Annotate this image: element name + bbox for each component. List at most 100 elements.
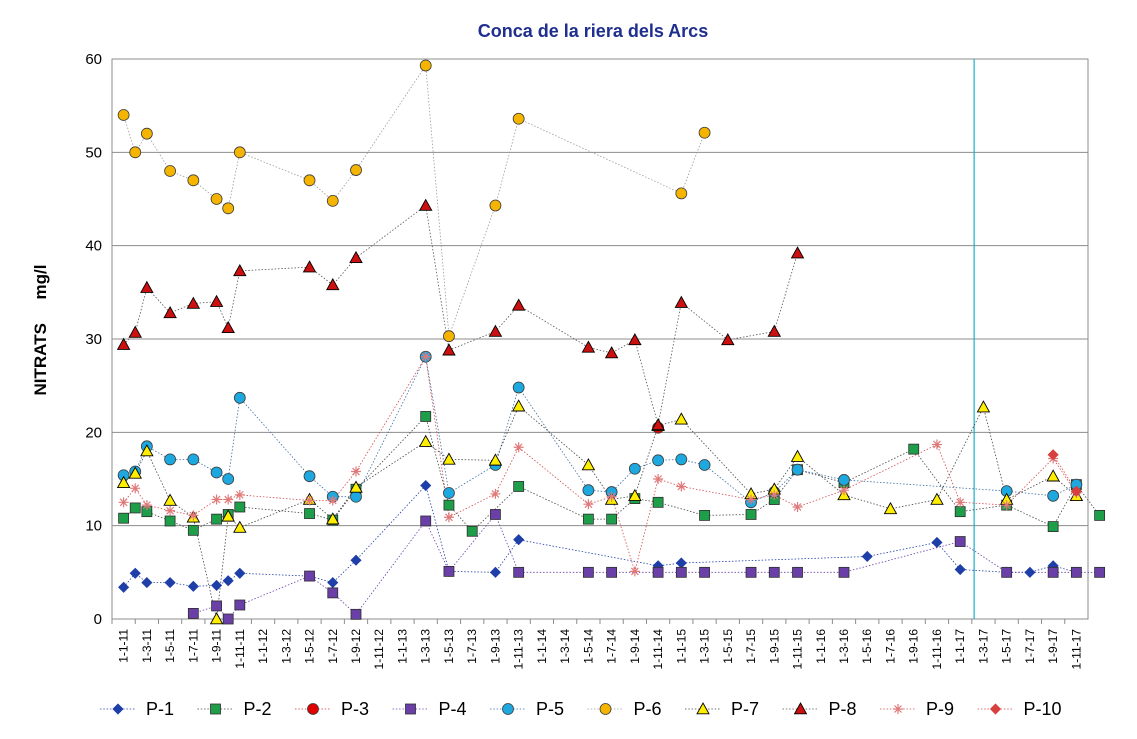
data-point (303, 470, 316, 483)
data-point (675, 453, 688, 466)
x-tick-label: 1-7-12 (326, 629, 340, 664)
data-point (768, 566, 780, 578)
data-point (303, 174, 316, 187)
data-point (211, 494, 222, 505)
x-tick-label: 1-1-11 (117, 629, 131, 663)
data-point (163, 305, 177, 319)
data-point (211, 579, 223, 591)
data-point (676, 481, 687, 492)
legend-item-p-6: P-6 (587, 699, 662, 719)
data-point (234, 599, 246, 611)
data-point (140, 127, 153, 140)
x-tick-label: 1-3-15 (698, 629, 712, 664)
x-tick-label: 1-9-13 (488, 629, 502, 664)
legend-label: P-7 (731, 699, 759, 719)
data-point (675, 557, 687, 569)
data-point (582, 513, 594, 525)
data-point (209, 294, 224, 307)
legend-label: P-3 (341, 699, 369, 719)
x-tick-label: 1-9-12 (349, 629, 363, 664)
legend-item-p-8: P-8 (782, 699, 857, 719)
data-point (350, 164, 362, 176)
data-point (443, 487, 455, 499)
data-point (1046, 469, 1060, 482)
data-point (838, 566, 850, 578)
data-point (675, 187, 688, 200)
data-point (234, 501, 246, 513)
legend-marker (793, 702, 808, 715)
data-point (955, 497, 966, 508)
data-point (651, 417, 665, 431)
data-point (210, 466, 223, 479)
x-tick-label: 1-5-13 (442, 629, 456, 664)
series-line (123, 355, 1077, 503)
data-point (420, 479, 432, 492)
legend-marker (893, 704, 903, 714)
data-point (117, 109, 130, 121)
data-point (350, 554, 362, 566)
series-line (123, 405, 1077, 620)
data-point (351, 466, 361, 477)
data-point (223, 494, 234, 505)
data-point (164, 453, 176, 466)
legend-label: P-1 (146, 699, 174, 719)
data-point (187, 608, 199, 619)
x-tick-label: 1-7-14 (605, 629, 619, 664)
series-markers-p-7 (116, 399, 1084, 625)
data-point (116, 337, 131, 350)
data-point (582, 566, 594, 578)
data-point (745, 509, 757, 520)
data-point (163, 493, 177, 506)
legend-marker (696, 702, 710, 715)
data-point (129, 146, 142, 159)
data-point (222, 473, 235, 485)
y-tick-label: 30 (85, 331, 102, 348)
data-point (187, 174, 200, 187)
x-tick-label: 1-5-12 (303, 629, 317, 664)
legend-item-p-1: P-1 (100, 699, 174, 719)
data-point (769, 489, 780, 500)
data-point (792, 566, 803, 578)
data-point (349, 480, 363, 493)
x-tick-label: 1-3-13 (419, 629, 433, 664)
series-line (123, 64, 705, 337)
data-point (652, 566, 664, 578)
y-tick-label: 60 (85, 51, 102, 68)
data-point (512, 112, 525, 125)
series-p-4 (193, 513, 1100, 620)
data-point (790, 246, 805, 259)
x-tick-label: 1-3-11 (140, 629, 154, 663)
x-tick-label: 1-9-16 (907, 629, 921, 664)
x-tick-label: 1-11-12 (372, 629, 386, 670)
data-point (222, 202, 235, 215)
data-point (512, 381, 525, 394)
y-tick-label: 20 (85, 424, 102, 441)
data-point (327, 587, 339, 599)
data-point (221, 320, 235, 334)
series-markers-p-2 (118, 411, 1106, 537)
legend-marker (502, 703, 514, 715)
y-tick-label: 40 (85, 238, 102, 255)
data-point (222, 575, 234, 587)
data-point (164, 165, 176, 177)
data-point (489, 566, 501, 578)
x-tick-label: 1-7-16 (883, 629, 897, 664)
data-point (628, 488, 642, 502)
data-point (488, 324, 503, 337)
data-point (1070, 485, 1082, 497)
data-point (164, 515, 176, 527)
legend-label: P-6 (634, 699, 662, 719)
x-tick-label: 1-3-12 (279, 629, 293, 664)
data-point (233, 146, 246, 159)
data-point (954, 563, 966, 576)
data-point (304, 570, 315, 582)
legend-label: P-2 (244, 699, 272, 719)
legend-item-p-10: P-10 (977, 699, 1062, 719)
data-point (489, 199, 502, 212)
data-point (838, 474, 850, 486)
data-point (1047, 566, 1059, 578)
data-point (746, 494, 757, 505)
data-point (628, 462, 641, 475)
data-point (234, 489, 245, 500)
